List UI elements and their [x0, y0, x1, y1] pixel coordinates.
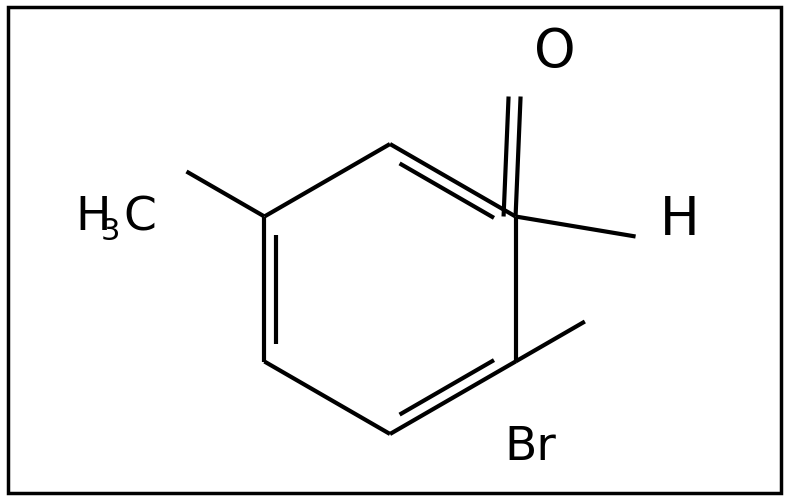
Text: H: H	[75, 195, 110, 240]
Text: O: O	[534, 26, 576, 78]
Text: 3: 3	[101, 217, 121, 246]
Text: Br: Br	[504, 425, 556, 469]
Text: H: H	[660, 193, 700, 245]
Text: C: C	[123, 195, 156, 240]
